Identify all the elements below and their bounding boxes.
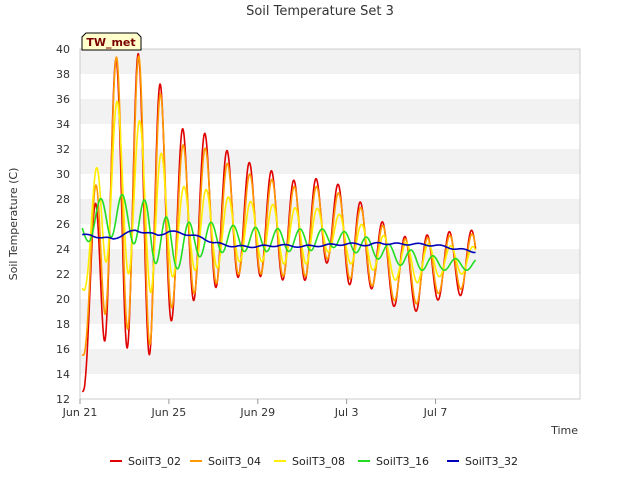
grid-band	[80, 324, 580, 349]
grid-band	[80, 99, 580, 124]
y-tick-label: 26	[56, 218, 70, 231]
y-tick-label: 32	[56, 143, 70, 156]
x-tick-label: Jul 7	[423, 406, 448, 419]
series-lines	[81, 52, 477, 393]
y-tick-label: 38	[56, 68, 70, 81]
y-tick-label: 24	[56, 243, 70, 256]
y-tick-label: 36	[56, 93, 70, 106]
y-tick-label: 40	[56, 43, 70, 56]
series-line-soilt3-04	[81, 55, 477, 357]
grid-band	[80, 74, 580, 99]
grid-band	[80, 49, 580, 74]
y-tick-label: 30	[56, 168, 70, 181]
legend-label: SoilT3_08	[292, 455, 345, 468]
x-tick-label: Jun 21	[62, 406, 98, 419]
station-badge: TW_met	[81, 32, 142, 51]
legend-label: SoilT3_16	[376, 455, 429, 468]
x-tick-label: Jun 25	[151, 406, 187, 419]
series-line-soilt3-08	[81, 100, 477, 294]
x-tick-label: Jun 29	[239, 406, 275, 419]
x-axis: Jun 21 Jun 25 Jun 29 Jul 3 Jul 7	[62, 399, 448, 419]
x-axis-label: Time	[550, 424, 578, 437]
plot-background	[80, 49, 580, 399]
station-badge-label: TW_met	[86, 36, 135, 49]
grid-band	[80, 149, 580, 174]
grid-band	[80, 274, 580, 299]
y-tick-label: 12	[56, 393, 70, 406]
y-tick-label: 22	[56, 268, 70, 281]
y-tick-label: 18	[56, 318, 70, 331]
grid-band	[80, 299, 580, 324]
y-axis: 12 14 16 18 20 22 24 26 28 30 32 34 36 38 40	[56, 43, 70, 406]
y-tick-label: 16	[56, 343, 70, 356]
y-tick-label: 20	[56, 293, 70, 306]
chart-title: Soil Temperature Set 3	[246, 4, 394, 19]
plot-frame	[79, 48, 581, 400]
grid-band	[80, 374, 580, 399]
y-tick-label: 14	[56, 368, 70, 381]
y-tick-label: 28	[56, 193, 70, 206]
grid-band	[80, 124, 580, 149]
legend: SoilT3_02 SoilT3_04 SoilT3_08 SoilT3_16 Soil…	[110, 455, 518, 468]
series-line-soilt3-16	[81, 193, 477, 272]
grid-band	[80, 199, 580, 224]
x-tick-label: Jul 3	[334, 406, 359, 419]
grid-band	[80, 349, 580, 374]
legend-label: SoilT3_02	[128, 455, 181, 468]
legend-label: SoilT3_32	[465, 455, 518, 468]
series-line-soilt3-32	[81, 229, 476, 254]
y-tick-label: 34	[56, 118, 70, 131]
legend-label: SoilT3_04	[208, 455, 261, 468]
grid-band	[80, 174, 580, 199]
y-axis-label: Soil Temperature (C)	[7, 168, 20, 281]
